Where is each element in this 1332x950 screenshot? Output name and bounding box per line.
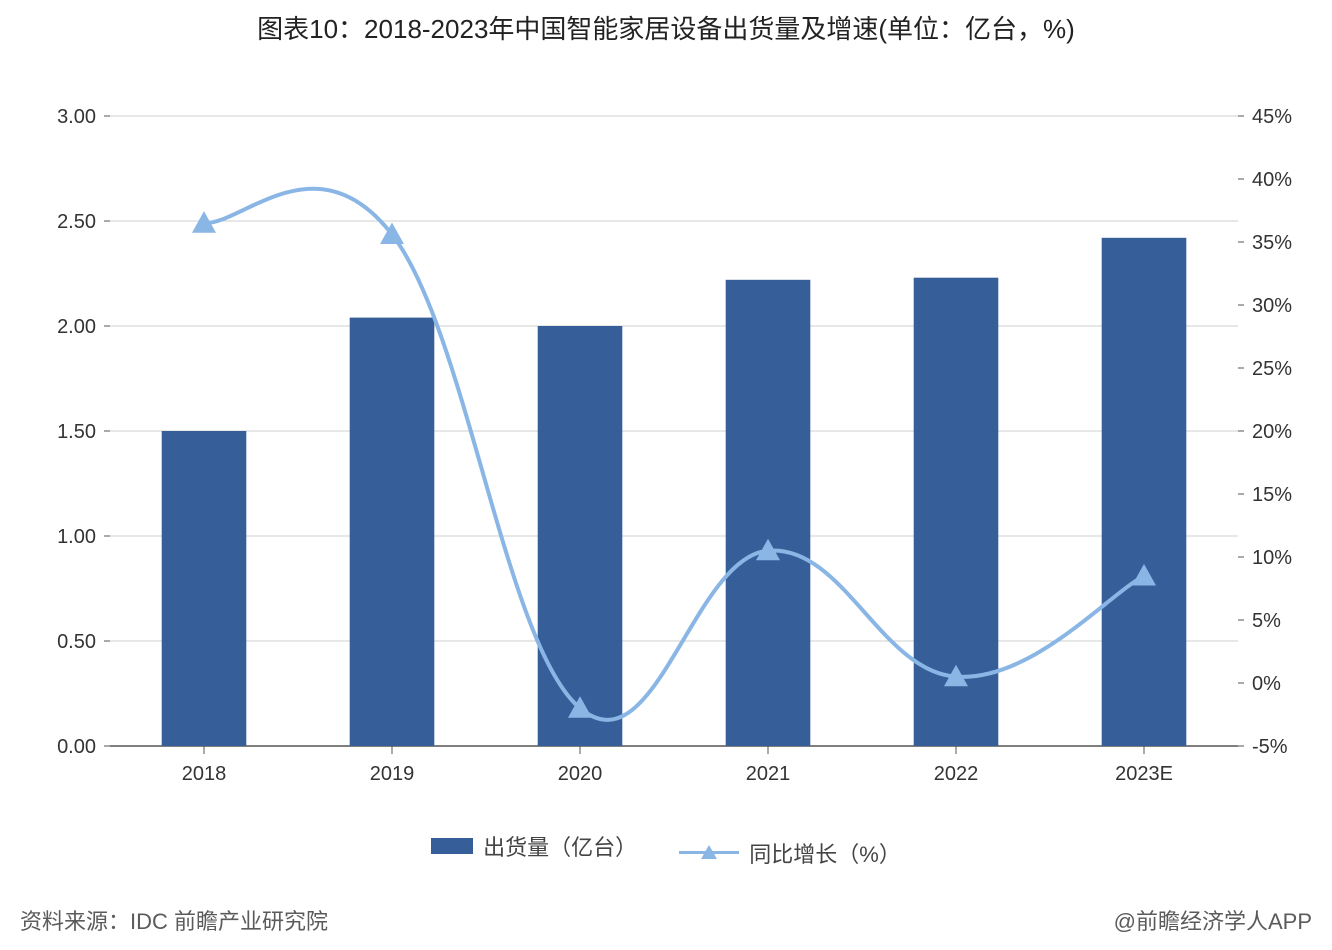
legend-line-swatch	[679, 851, 739, 854]
y-right-tick-label: 30%	[1252, 295, 1292, 317]
legend-line-label: 同比增长（%）	[749, 837, 901, 869]
bar	[350, 318, 435, 746]
x-category-label: 2021	[746, 763, 791, 785]
y-right-tick-label: 35%	[1252, 232, 1292, 254]
x-category-label: 2019	[370, 763, 415, 785]
y-left-tick-label: 3.00	[57, 106, 96, 128]
y-right-tick-label: 10%	[1252, 547, 1292, 569]
y-left-tick-label: 2.00	[57, 316, 96, 338]
chart-legend: 出货量（亿台） 同比增长（%）	[0, 830, 1332, 869]
chart-footer: 资料来源：IDC 前瞻产业研究院 @前瞻经济学人APP	[20, 904, 1312, 936]
x-category-label: 2023E	[1115, 763, 1173, 785]
y-left-tick-label: 2.50	[57, 211, 96, 233]
bar	[538, 326, 623, 746]
y-left-tick-label: 0.50	[57, 631, 96, 653]
x-category-label: 2022	[934, 763, 979, 785]
footer-attribution: @前瞻经济学人APP	[1114, 904, 1312, 936]
legend-bar-item: 出货量（亿台）	[431, 830, 637, 862]
legend-bar-swatch	[431, 838, 473, 854]
y-right-tick-label: 40%	[1252, 169, 1292, 191]
y-left-tick-label: 1.00	[57, 526, 96, 548]
y-right-tick-label: 15%	[1252, 484, 1292, 506]
footer-source: 资料来源：IDC 前瞻产业研究院	[20, 904, 328, 936]
y-right-tick-label: 5%	[1252, 610, 1281, 632]
chart-title: 图表10：2018-2023年中国智能家居设备出货量及增速(单位：亿台，%)	[0, 0, 1332, 53]
x-category-label: 2018	[182, 763, 227, 785]
bar	[162, 431, 247, 746]
legend-bar-label: 出货量（亿台）	[483, 830, 637, 862]
chart-svg: 0.00 0.50 1.00 1.50 2.00 2.50 3.00 -5% 0% 5% 10% 15…	[0, 96, 1332, 816]
y-right-tick-label: -5%	[1252, 736, 1288, 758]
y-right-tick-label: 0%	[1252, 673, 1281, 695]
y-right-tick-label: 20%	[1252, 421, 1292, 443]
y-right-tick-label: 25%	[1252, 358, 1292, 380]
x-category-label: 2020	[558, 763, 603, 785]
y-right-tick-label: 45%	[1252, 106, 1292, 128]
bar	[726, 280, 811, 746]
chart-area: 0.00 0.50 1.00 1.50 2.00 2.50 3.00 -5% 0% 5% 10% 15…	[0, 96, 1332, 816]
y-left-tick-label: 1.50	[57, 421, 96, 443]
legend-line-item: 同比增长（%）	[679, 837, 901, 869]
bar	[1102, 238, 1187, 746]
y-left-tick-label: 0.00	[57, 736, 96, 758]
